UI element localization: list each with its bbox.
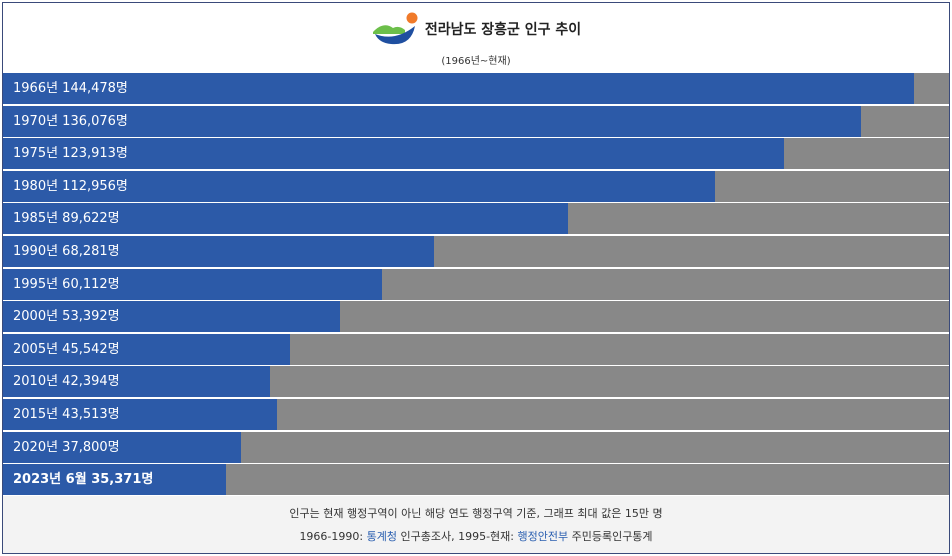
bar-row: 1980년 112,956명 (3, 170, 949, 202)
bar-label: 2023년 6월 35,371명 (13, 472, 154, 488)
bar (3, 366, 271, 398)
row-divider (3, 430, 949, 432)
bar (3, 138, 785, 170)
bar-row: 1970년 136,076명 (3, 105, 949, 137)
bar-row: 2000년 53,392명 (3, 301, 949, 333)
row-divider (3, 299, 949, 302)
source-mid: 인구총조사, 1995-현재: (396, 530, 518, 543)
bar-row: 1995년 60,112명 (3, 268, 949, 300)
row-divider (3, 397, 949, 399)
source-suffix: 주민등록인구통계 (568, 530, 653, 543)
bar-label: 1985년 89,622명 (13, 211, 120, 227)
bar-label: 1980년 112,956명 (13, 178, 128, 194)
bar-label: 1966년 144,478명 (13, 81, 128, 96)
bar-row: 2010년 42,394명 (3, 366, 949, 398)
row-divider (3, 201, 949, 204)
bar-chart-area: 1966년 144,478명 1970년 136,076명 1975년 123,91… (3, 73, 949, 496)
bar-label: 1975년 123,913명 (13, 146, 128, 162)
bar (3, 73, 915, 104)
row-divider (3, 169, 949, 171)
bar-row: 1985년 89,622명 (3, 203, 949, 235)
bar-row: 1990년 68,281명 (3, 236, 949, 267)
bar (3, 105, 862, 137)
chart-footer: 인구는 현재 행정구역이 아닌 해당 연도 행정구역 기준, 그래프 최대 값은… (3, 496, 949, 553)
bar (3, 170, 716, 202)
footer-note: 인구는 현재 행정구역이 아닌 해당 연도 행정구역 기준, 그래프 최대 값은… (289, 507, 663, 520)
bar-row: 2023년 6월 35,371명 (3, 464, 949, 496)
chart-header: 전라남도 장흥군 인구 추이 (1966년~현재) (3, 3, 949, 73)
bar-label: 1995년 60,112명 (13, 276, 120, 292)
bar-label: 2020년 37,800명 (13, 439, 120, 455)
bar-label: 2015년 43,513명 (13, 407, 120, 422)
county-emblem-icon (372, 12, 418, 45)
bar-row: 2020년 37,800명 (3, 431, 949, 463)
bar (3, 333, 291, 365)
source-link-ministry[interactable]: 행정안전부 (517, 530, 569, 543)
bar-label: 1970년 136,076명 (13, 113, 128, 129)
row-divider (3, 332, 949, 334)
chart-title: 전라남도 장흥군 인구 추이 (424, 22, 582, 38)
bar (3, 431, 242, 463)
bar-row: 1975년 123,913명 (3, 138, 949, 170)
bar-row: 2005년 45,542명 (3, 333, 949, 365)
title-row: 전라남도 장흥군 인구 추이 (3, 11, 949, 47)
bar-label: 1990년 68,281명 (13, 244, 120, 259)
source-prefix: 1966-1990: (299, 530, 367, 543)
bar (3, 464, 227, 496)
bar (3, 399, 278, 430)
row-divider (3, 364, 949, 367)
row-divider (3, 462, 949, 465)
bar-row: 2015년 43,513명 (3, 399, 949, 430)
row-divider (3, 267, 949, 269)
bar-label: 2000년 53,392명 (13, 309, 120, 325)
bar-row: 1966년 144,478명 (3, 73, 949, 104)
bar (3, 236, 434, 267)
bar (3, 203, 569, 235)
bar (3, 268, 383, 300)
source-link-statistics-korea[interactable]: 통계청 (366, 530, 397, 543)
row-divider (3, 234, 949, 236)
footer-source: 1966-1990: 통계청 인구총조사, 1995-현재: 행정안전부 주민등… (3, 528, 949, 544)
row-divider (3, 136, 949, 139)
bar-label: 2005년 45,542명 (13, 341, 120, 357)
row-divider (3, 104, 949, 106)
bar (3, 301, 340, 333)
bar-label: 2010년 42,394명 (13, 374, 120, 390)
chart-subtitle: (1966년~현재) (441, 56, 511, 67)
